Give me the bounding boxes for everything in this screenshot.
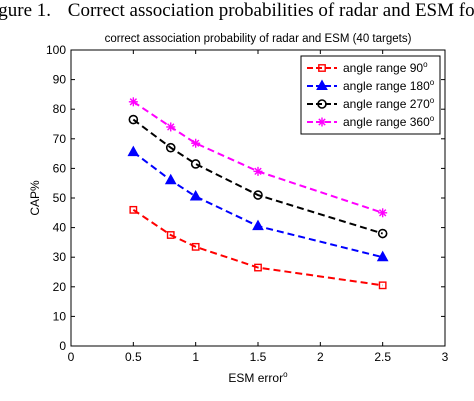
x-tick-label: 3 — [442, 350, 449, 364]
data-point — [253, 190, 263, 200]
y-tick-label: 20 — [53, 280, 67, 294]
y-tick-label: 50 — [53, 191, 67, 205]
legend-label: angle range 180o — [343, 78, 435, 93]
figure-caption-text: Correct association probabilities of rad… — [67, 0, 474, 21]
series-line — [132, 151, 383, 259]
legend-label-text: angle range 360 — [343, 115, 430, 129]
legend-marker — [318, 64, 326, 72]
legend-label-text: angle range 270 — [343, 97, 430, 111]
data-point — [378, 281, 387, 290]
series-2 — [127, 145, 389, 262]
x-tick-label: 1.5 — [250, 350, 267, 364]
x-tick-label: 2.5 — [374, 350, 391, 364]
legend-marker — [317, 99, 327, 109]
x-tick-label: 0.5 — [125, 350, 142, 364]
data-point — [166, 231, 175, 239]
series-1 — [129, 205, 387, 290]
legend-entry: angle range 180o — [307, 78, 435, 93]
y-tick-label: 0 — [59, 339, 66, 353]
legend-label: angle range 90o — [343, 60, 428, 75]
legend-label-superscript: o — [430, 78, 435, 87]
x-tick-label: 0 — [68, 350, 75, 364]
x-tick-label: 1 — [192, 350, 199, 364]
series-layer — [127, 97, 389, 290]
y-tick-label: 70 — [53, 132, 67, 146]
y-tick-label: 100 — [46, 43, 66, 57]
data-point — [376, 250, 389, 262]
legend-marker — [317, 117, 327, 127]
legend-label-superscript: o — [430, 114, 435, 123]
data-point — [191, 242, 200, 251]
legend-entry: angle range 270o — [307, 96, 435, 111]
legend-label: angle range 360o — [343, 114, 435, 129]
legend-label-text: angle range 90 — [343, 61, 423, 75]
data-point — [166, 122, 176, 132]
data-point — [252, 219, 264, 231]
chart-title: correct association probability of radar… — [105, 33, 412, 45]
data-point — [253, 166, 263, 176]
y-tick-label: 60 — [53, 161, 67, 175]
data-point — [189, 189, 202, 201]
figure-label: igure 1. — [0, 0, 52, 21]
x-axis-label-text: ESM error — [228, 371, 283, 385]
data-point — [128, 97, 138, 107]
data-point — [378, 208, 388, 218]
legend-marker — [316, 79, 328, 90]
x-axis: 0 0.5 1 1.5 2 2.5 3 — [68, 50, 449, 364]
y-tick-label: 40 — [53, 221, 67, 235]
x-axis-label: ESM erroro — [228, 370, 288, 385]
data-point — [254, 263, 262, 272]
data-point — [128, 114, 139, 125]
legend-label-superscript: o — [430, 96, 435, 105]
y-tick-label: 80 — [53, 102, 67, 116]
data-point — [129, 205, 138, 214]
data-point — [377, 228, 388, 239]
data-point — [165, 142, 176, 153]
legend-label-superscript: o — [423, 60, 428, 69]
x-axis-label-superscript: o — [283, 370, 288, 379]
series-line — [132, 100, 383, 214]
data-point — [164, 173, 177, 185]
y-axis: 0 10 20 30 40 50 60 70 80 90 100 — [46, 43, 445, 353]
y-tick-label: 10 — [53, 309, 67, 323]
data-point — [127, 145, 140, 157]
y-axis-label: CAP% — [28, 180, 42, 216]
data-point — [190, 159, 201, 169]
x-tick-label: 2 — [317, 350, 324, 364]
legend-label-text: angle range 180 — [343, 79, 430, 93]
data-point — [191, 138, 201, 148]
series-line — [132, 118, 383, 235]
y-tick-label: 30 — [53, 250, 67, 264]
figure-caption: igure 1. Correct association probabiliti… — [0, 0, 474, 24]
series-line — [132, 209, 383, 287]
legend-label: angle range 270o — [343, 96, 435, 111]
legend-entry: angle range 360o — [307, 114, 435, 129]
series-3 — [128, 114, 388, 239]
series-4 — [128, 97, 388, 218]
y-tick-label: 90 — [53, 73, 67, 87]
legend-entry: angle range 90o — [307, 60, 428, 75]
legend-box — [300, 55, 441, 135]
